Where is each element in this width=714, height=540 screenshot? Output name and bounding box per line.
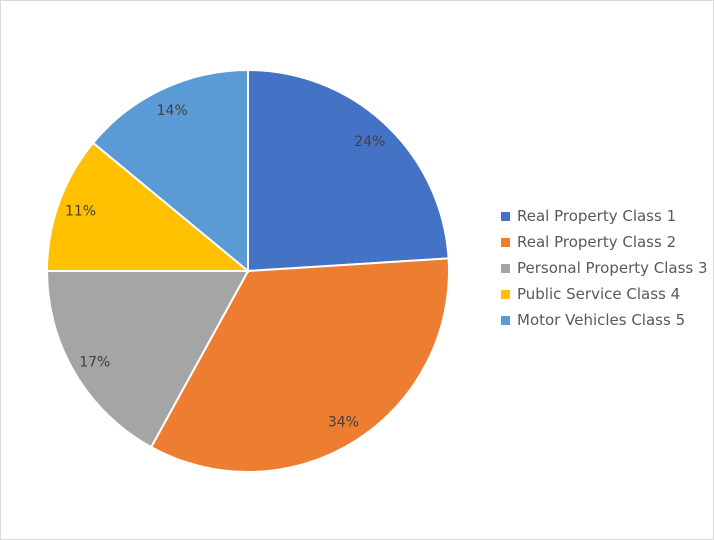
legend-swatch [501, 237, 510, 247]
data-label-5: 14% [157, 103, 188, 119]
pie-slice-4 [45, 141, 251, 272]
data-label-3: 17% [79, 355, 110, 371]
legend: Real Property Class 1 Real Property Class… [501, 203, 708, 333]
legend-swatch [501, 289, 510, 299]
data-label-4: 11% [65, 204, 96, 220]
legend-item-3: Personal Property Class 3 [501, 255, 708, 281]
legend-item-5: Motor Vehicles Class 5 [501, 307, 708, 333]
legend-item-4: Public Service Class 4 [501, 281, 708, 307]
legend-label: Real Property Class 2 [517, 233, 677, 251]
legend-label: Personal Property Class 3 [517, 259, 708, 277]
legend-item-1: Real Property Class 1 [501, 203, 708, 229]
legend-label: Public Service Class 4 [517, 285, 681, 303]
pie-slice-3 [45, 270, 250, 449]
legend-label: Motor Vehicles Class 5 [517, 311, 686, 329]
legend-label: Real Property Class 1 [517, 207, 677, 225]
data-label-2: 34% [328, 414, 359, 430]
pie-slice-5 [91, 68, 249, 274]
legend-swatch [501, 211, 510, 221]
legend-swatch [501, 263, 510, 273]
legend-item-2: Real Property Class 2 [501, 229, 708, 255]
legend-swatch [501, 315, 510, 325]
pie-slice-1 [247, 68, 450, 273]
data-label-1: 24% [354, 134, 385, 150]
